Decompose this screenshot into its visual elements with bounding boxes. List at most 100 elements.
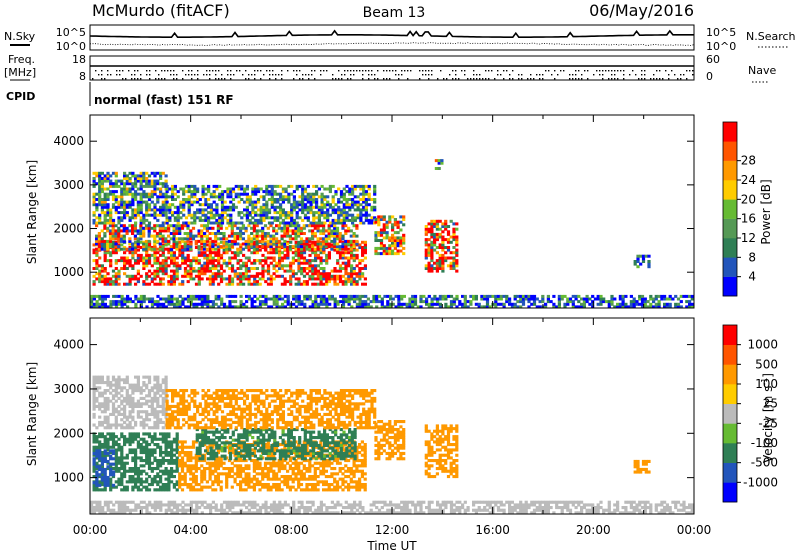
scatter-cell [233, 242, 237, 246]
scatter-cell [114, 240, 118, 244]
scatter-cell [355, 226, 359, 230]
scatter-cell [301, 218, 305, 222]
scatter-cell [170, 253, 174, 257]
scatter-cell [206, 294, 210, 298]
scatter-cell [616, 305, 620, 308]
scatter-cell [265, 205, 269, 209]
scatter-cell [510, 305, 514, 308]
scatter-cell [294, 461, 298, 465]
scatter-cell [123, 461, 127, 465]
scatter-cell [286, 253, 290, 257]
scatter-cell [508, 302, 512, 306]
scatter-cell [250, 232, 254, 235]
nave-dot [401, 74, 403, 76]
nave-dot [353, 70, 355, 72]
scatter-cell [532, 294, 537, 298]
scatter-cell [286, 242, 290, 246]
scatter-cell [186, 305, 191, 308]
scatter-cell [275, 239, 279, 243]
scatter-cell [379, 252, 384, 256]
scatter-cell [100, 203, 104, 207]
scatter-cell [227, 245, 232, 249]
scatter-cell [211, 469, 215, 473]
scatter-cell [219, 461, 223, 465]
scatter-cell [374, 218, 378, 221]
nave-dot [497, 74, 499, 76]
scatter-cell [352, 277, 356, 281]
scatter-cell [344, 261, 348, 265]
scatter-cell [373, 184, 377, 188]
scatter-cell [98, 203, 102, 207]
scatter-cell [276, 205, 280, 209]
scatter-cell [455, 294, 459, 298]
scatter-cell [281, 305, 285, 308]
scatter-cell [289, 282, 293, 286]
scatter-cell [252, 224, 256, 228]
scatter-cell [139, 240, 143, 244]
scatter-cell [136, 237, 140, 241]
scatter-cell [106, 277, 110, 281]
scatter-cell [314, 267, 318, 270]
scatter-cell [676, 297, 681, 301]
scatter-cell [150, 226, 154, 230]
scatter-cell [247, 242, 251, 246]
scatter-cell [153, 184, 157, 188]
scatter-cell [455, 235, 459, 239]
scatter-cell [367, 195, 371, 199]
scatter-cell [122, 226, 126, 230]
scatter-cell [128, 467, 132, 471]
nave-dot [215, 78, 217, 80]
scatter-cell [283, 440, 287, 444]
scatter-cell [227, 472, 232, 476]
scatter-cell [239, 282, 243, 286]
scatter-cell [145, 297, 149, 301]
frequency-panel-frame [89, 55, 695, 81]
scatter-cell [334, 221, 338, 225]
scatter-cell [374, 249, 378, 253]
scatter-cell [336, 282, 340, 286]
scatter-cell [114, 300, 119, 304]
scatter-cell [294, 251, 298, 255]
scatter-cell [203, 253, 207, 257]
scatter-cell [333, 224, 337, 228]
scatter-cell [195, 305, 199, 308]
scatter-cell [322, 302, 326, 306]
scatter-cell [139, 300, 143, 304]
scatter-cell [150, 208, 154, 212]
scatter-cell [264, 256, 268, 260]
scatter-cell [538, 300, 542, 304]
scatter-cell [250, 477, 254, 481]
scatter-cell [330, 229, 334, 233]
scatter-cell [95, 192, 99, 196]
scatter-cell [150, 467, 154, 471]
scatter-cell [280, 229, 284, 233]
scatter-cell [302, 251, 307, 255]
scatter-cell [250, 282, 254, 286]
scatter-cell [269, 277, 273, 281]
scatter-cell [272, 237, 276, 241]
frequency-panel: Freq. [MHz] 18 8 60 0 Nave [4, 53, 776, 83]
scatter-cell [103, 445, 107, 449]
scatter-cell [261, 483, 265, 487]
scatter-cell [327, 251, 331, 255]
scatter-cell [183, 480, 187, 484]
scatter-cell [128, 187, 132, 191]
scatter-cell [123, 182, 127, 186]
scatter-cell [236, 282, 240, 286]
scatter-cell [167, 459, 171, 463]
scatter-cell [435, 235, 439, 239]
scatter-cell [208, 242, 212, 246]
scatter-cell [240, 211, 244, 215]
scatter-cell [95, 205, 99, 209]
scatter-cell [399, 236, 403, 240]
scatter-cell [266, 453, 270, 457]
scatter-cell [325, 305, 329, 308]
nave-dot [422, 70, 424, 72]
scatter-cell [128, 469, 132, 473]
scatter-cell [159, 305, 163, 308]
scatter-cell [244, 272, 248, 276]
scatter-cell [237, 200, 241, 204]
scatter-cell [211, 277, 215, 281]
scatter-cell [142, 229, 146, 233]
scatter-cell [266, 269, 271, 273]
